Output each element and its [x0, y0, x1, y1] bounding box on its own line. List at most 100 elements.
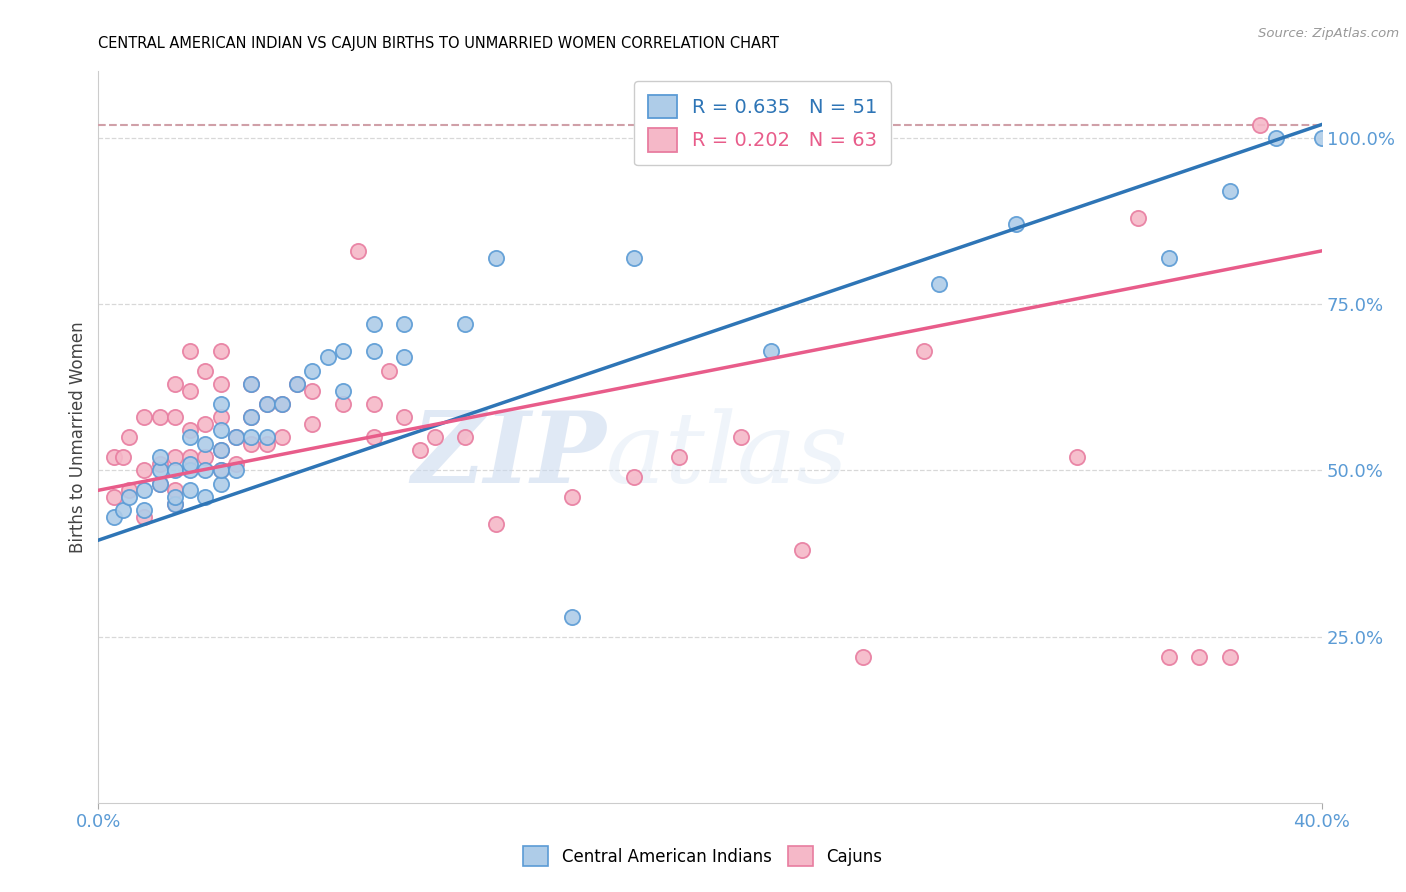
Point	[194, 463, 217, 477]
Point	[270, 430, 292, 444]
Point	[209, 476, 232, 491]
Point	[179, 424, 201, 438]
Point	[163, 490, 186, 504]
Point	[1157, 649, 1180, 664]
Point	[103, 509, 125, 524]
Point	[179, 450, 201, 464]
Point	[392, 317, 416, 331]
Point	[209, 463, 232, 477]
Point	[301, 417, 323, 431]
Point	[209, 397, 232, 411]
Point	[392, 410, 416, 425]
Point	[163, 450, 186, 464]
Point	[111, 503, 134, 517]
Point	[179, 463, 201, 477]
Text: Source: ZipAtlas.com: Source: ZipAtlas.com	[1258, 27, 1399, 40]
Point	[209, 343, 232, 358]
Point	[163, 497, 186, 511]
Point	[256, 397, 278, 411]
Point	[270, 397, 292, 411]
Point	[1219, 649, 1241, 664]
Point	[1219, 184, 1241, 198]
Point	[378, 363, 401, 377]
Point	[256, 397, 278, 411]
Point	[194, 436, 217, 450]
Text: ZIP: ZIP	[411, 407, 606, 504]
Point	[118, 490, 141, 504]
Point	[759, 343, 782, 358]
Point	[316, 351, 339, 365]
Point	[163, 497, 186, 511]
Point	[270, 397, 292, 411]
Point	[194, 363, 217, 377]
Point	[363, 343, 385, 358]
Point	[134, 509, 156, 524]
Point	[209, 424, 232, 438]
Point	[179, 483, 201, 498]
Point	[363, 317, 385, 331]
Point	[179, 430, 201, 444]
Point	[408, 443, 430, 458]
Point	[209, 376, 232, 391]
Point	[668, 450, 690, 464]
Point	[179, 457, 201, 471]
Point	[225, 430, 247, 444]
Point	[149, 463, 172, 477]
Point	[134, 410, 156, 425]
Point	[163, 483, 186, 498]
Point	[111, 450, 134, 464]
Point	[149, 457, 172, 471]
Point	[134, 483, 156, 498]
Point	[392, 351, 416, 365]
Point	[485, 251, 508, 265]
Point	[209, 443, 232, 458]
Point	[256, 436, 278, 450]
Point	[301, 363, 323, 377]
Point	[209, 463, 232, 477]
Point	[1157, 251, 1180, 265]
Point	[363, 430, 385, 444]
Point	[209, 443, 232, 458]
Point	[118, 430, 141, 444]
Point	[623, 470, 645, 484]
Point	[285, 376, 308, 391]
Point	[1310, 131, 1333, 145]
Point	[149, 450, 172, 464]
Point	[134, 503, 156, 517]
Point	[332, 343, 354, 358]
Point	[194, 490, 217, 504]
Point	[103, 450, 125, 464]
Point	[730, 430, 752, 444]
Point	[149, 476, 172, 491]
Point	[561, 490, 583, 504]
Point	[332, 397, 354, 411]
Point	[240, 436, 263, 450]
Legend: Central American Indians, Cajuns: Central American Indians, Cajuns	[515, 838, 891, 875]
Point	[240, 410, 263, 425]
Text: CENTRAL AMERICAN INDIAN VS CAJUN BIRTHS TO UNMARRIED WOMEN CORRELATION CHART: CENTRAL AMERICAN INDIAN VS CAJUN BIRTHS …	[98, 36, 779, 51]
Point	[623, 251, 645, 265]
Point	[225, 463, 247, 477]
Point	[225, 457, 247, 471]
Point	[912, 343, 935, 358]
Point	[790, 543, 813, 558]
Point	[454, 430, 477, 444]
Text: atlas: atlas	[606, 408, 849, 503]
Point	[256, 430, 278, 444]
Point	[454, 317, 477, 331]
Point	[240, 430, 263, 444]
Point	[363, 397, 385, 411]
Point	[240, 376, 263, 391]
Point	[118, 483, 141, 498]
Point	[1264, 131, 1286, 145]
Point	[179, 384, 201, 398]
Point	[163, 410, 186, 425]
Point	[194, 450, 217, 464]
Point	[179, 343, 201, 358]
Point	[163, 463, 186, 477]
Point	[240, 410, 263, 425]
Point	[852, 649, 875, 664]
Point	[209, 410, 232, 425]
Point	[240, 376, 263, 391]
Point	[225, 430, 247, 444]
